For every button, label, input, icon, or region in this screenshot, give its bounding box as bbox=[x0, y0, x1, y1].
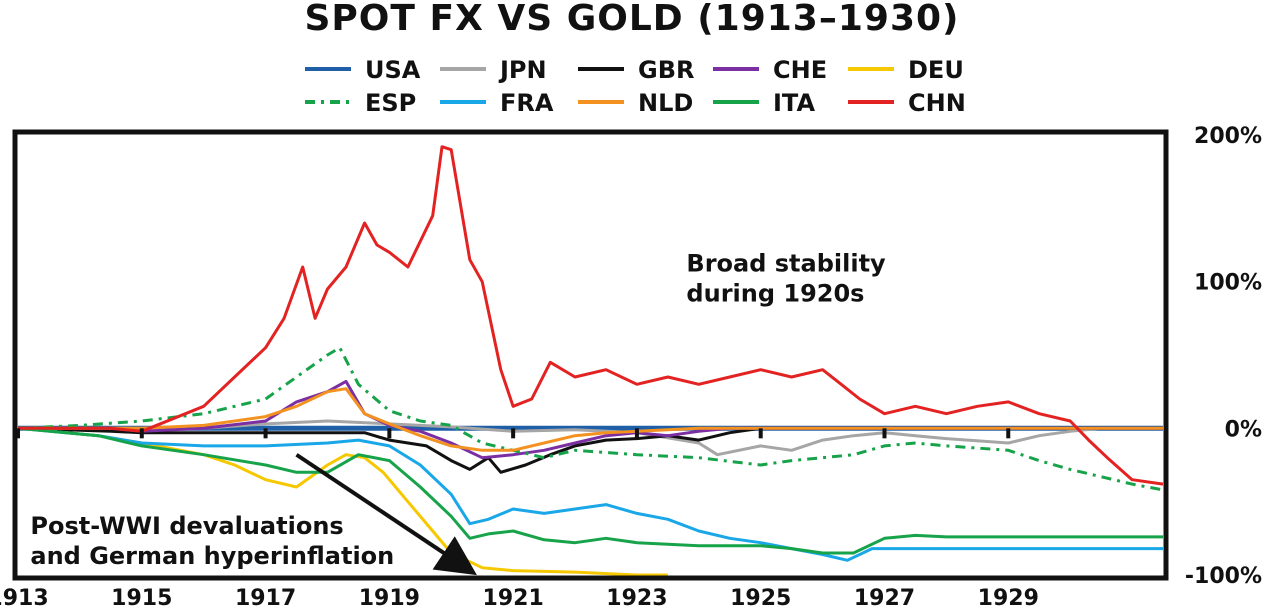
legend-item-nld: NLD bbox=[578, 89, 693, 117]
y-tick-label: 0% bbox=[1225, 417, 1262, 442]
series-line-chn bbox=[18, 145, 1164, 486]
legend-label-esp: ESP bbox=[365, 89, 416, 117]
legend-label-usa: USA bbox=[365, 56, 421, 84]
legend-item-fra: FRA bbox=[440, 89, 554, 117]
legend-label-chn: CHN bbox=[908, 89, 966, 117]
legend-item-gbr: GBR bbox=[578, 56, 694, 84]
x-tick-label: 1927 bbox=[854, 586, 915, 609]
legend-label-gbr: GBR bbox=[638, 56, 694, 84]
legend-label-jpn: JPN bbox=[498, 56, 547, 84]
legend-label-ita: ITA bbox=[773, 89, 815, 117]
x-tick-label: 1915 bbox=[111, 586, 172, 609]
x-tick-label: 1919 bbox=[359, 586, 420, 609]
legend-item-usa: USA bbox=[305, 56, 421, 84]
legend-label-deu: DEU bbox=[908, 56, 964, 84]
x-tick-label: 1917 bbox=[235, 586, 296, 609]
legend-item-che: CHE bbox=[713, 56, 827, 84]
series-line-fra bbox=[17, 426, 1163, 562]
legend-label-nld: NLD bbox=[638, 89, 693, 117]
x-tick-label: 1921 bbox=[483, 586, 544, 609]
legend-item-chn: CHN bbox=[848, 89, 966, 117]
series-line-jpn bbox=[18, 419, 1163, 457]
legend: USA JPN GBR CHE DEU ESP FRA NLD ITA CHN bbox=[305, 56, 966, 117]
tick-layer: 1913 1915 1917 1919 1921 1923 1925 1927 1929 200%… bbox=[0, 124, 1262, 609]
legend-item-jpn: JPN bbox=[440, 56, 547, 84]
annotation-text: Post-WWI devaluations bbox=[30, 512, 343, 540]
chart-title: SPOT FX VS GOLD (1913–1930) bbox=[304, 0, 959, 39]
x-tick-label: 1929 bbox=[978, 586, 1039, 609]
legend-label-fra: FRA bbox=[500, 89, 554, 117]
legend-item-esp: ESP bbox=[305, 89, 416, 117]
series-line-che bbox=[18, 379, 1163, 460]
x-tick-label: 1925 bbox=[730, 586, 791, 609]
series-line-esp bbox=[17, 346, 1164, 492]
annotation-text: during 1920s bbox=[686, 279, 864, 307]
legend-item-ita: ITA bbox=[713, 89, 815, 117]
plot-frame bbox=[12, 129, 1169, 581]
series-line-nld bbox=[18, 387, 1163, 452]
y-tick-label: 200% bbox=[1194, 124, 1262, 149]
x-tick-label: 1923 bbox=[606, 586, 667, 609]
legend-item-deu: DEU bbox=[848, 56, 964, 84]
annotation-arrow bbox=[295, 453, 477, 576]
legend-label-che: CHE bbox=[773, 56, 827, 84]
y-tick-label: 100% bbox=[1194, 271, 1262, 296]
annotation-text: and German hyperinflation bbox=[30, 542, 394, 570]
series-layer bbox=[17, 145, 1164, 577]
y-tick-label: -100% bbox=[1185, 564, 1262, 589]
series-line-ita bbox=[17, 426, 1163, 555]
annotation-text: Broad stability bbox=[686, 249, 886, 277]
x-tick-label: 1913 bbox=[0, 586, 49, 609]
